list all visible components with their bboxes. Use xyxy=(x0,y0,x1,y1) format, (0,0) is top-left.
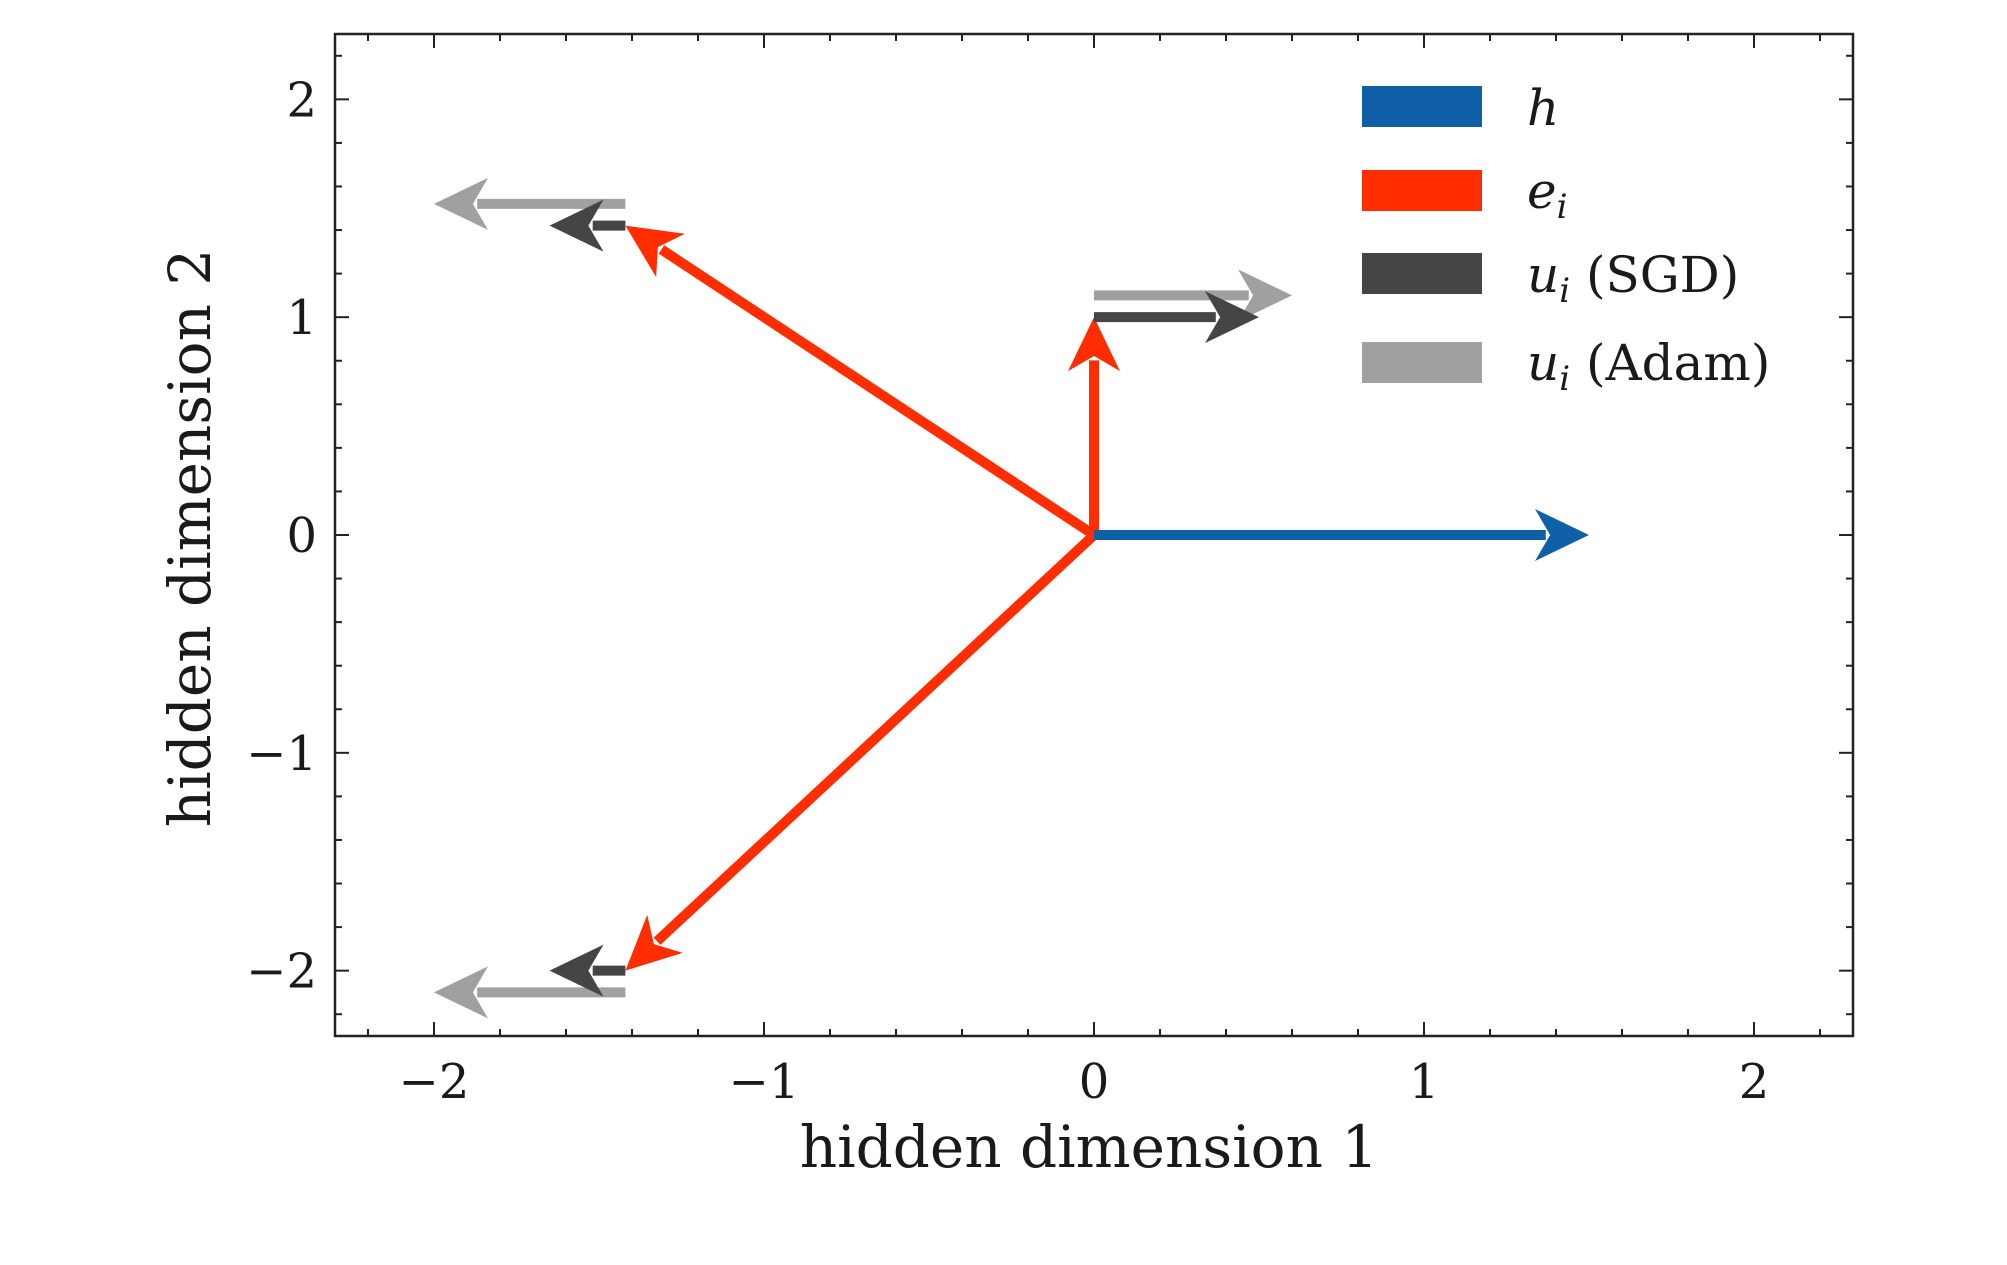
x-tick-labels: −2 −1 0 1 2 xyxy=(399,1054,1770,1110)
y-tick-label: 2 xyxy=(286,72,317,128)
legend-swatch-adam xyxy=(1362,342,1482,383)
y-tick-label: −1 xyxy=(246,726,317,782)
vector-e-shaft xyxy=(653,531,1098,945)
vector-e-head xyxy=(625,225,685,278)
x-tick-label: 2 xyxy=(1739,1054,1770,1110)
vector-e-head xyxy=(1068,317,1120,372)
legend-swatch-h xyxy=(1362,86,1482,127)
y-tick-label: 0 xyxy=(286,508,317,564)
legend-label-adam: ui (Adam) xyxy=(1527,334,1770,399)
legend-swatch-e xyxy=(1362,170,1482,211)
legend-symbol: h xyxy=(1527,79,1559,137)
x-tick-label: 1 xyxy=(1409,1054,1440,1110)
vector-adam-head xyxy=(434,177,488,230)
vector-arrows xyxy=(434,177,1589,1019)
vector-h-head xyxy=(1535,509,1589,561)
y-tick-label: −2 xyxy=(246,944,317,1000)
y-tick-label: 1 xyxy=(286,290,317,346)
legend-subscript: i xyxy=(1559,271,1570,311)
legend-suffix: (Adam) xyxy=(1570,334,1770,392)
legend-subscript: i xyxy=(1559,359,1570,399)
legend-label-sgd: ui (SGD) xyxy=(1527,246,1739,311)
legend-swatch-sgd xyxy=(1362,253,1482,294)
x-tick-label: 0 xyxy=(1079,1054,1110,1110)
legend-label-e: ei xyxy=(1527,162,1567,227)
vector-e-shaft xyxy=(658,245,1097,540)
legend-symbol: e xyxy=(1527,162,1557,220)
legend-symbol: u xyxy=(1527,246,1559,304)
vector-sgd-head xyxy=(549,944,604,997)
legend-subscript: i xyxy=(1557,187,1568,227)
plot-frame xyxy=(333,32,1855,1038)
x-tick-label: −1 xyxy=(729,1054,800,1110)
legend-symbol: u xyxy=(1527,334,1559,392)
y-tick-labels: −2 −1 0 1 2 xyxy=(246,72,317,999)
legend-suffix: (SGD) xyxy=(1570,246,1739,304)
legend: h ei ui (SGD) ui (Adam) xyxy=(1362,79,1770,399)
y-axis-label: hidden dimension 2 xyxy=(156,249,224,828)
vector-sgd-head xyxy=(549,199,604,252)
vector-adam-head xyxy=(434,966,488,1019)
x-tick-label: −2 xyxy=(399,1054,470,1110)
vector-adam-head xyxy=(1238,269,1292,322)
x-axis-label: hidden dimension 1 xyxy=(800,1113,1379,1181)
vector-e-head xyxy=(625,914,683,971)
legend-label-h: h xyxy=(1527,79,1559,137)
vector-sgd-head xyxy=(1205,291,1259,344)
